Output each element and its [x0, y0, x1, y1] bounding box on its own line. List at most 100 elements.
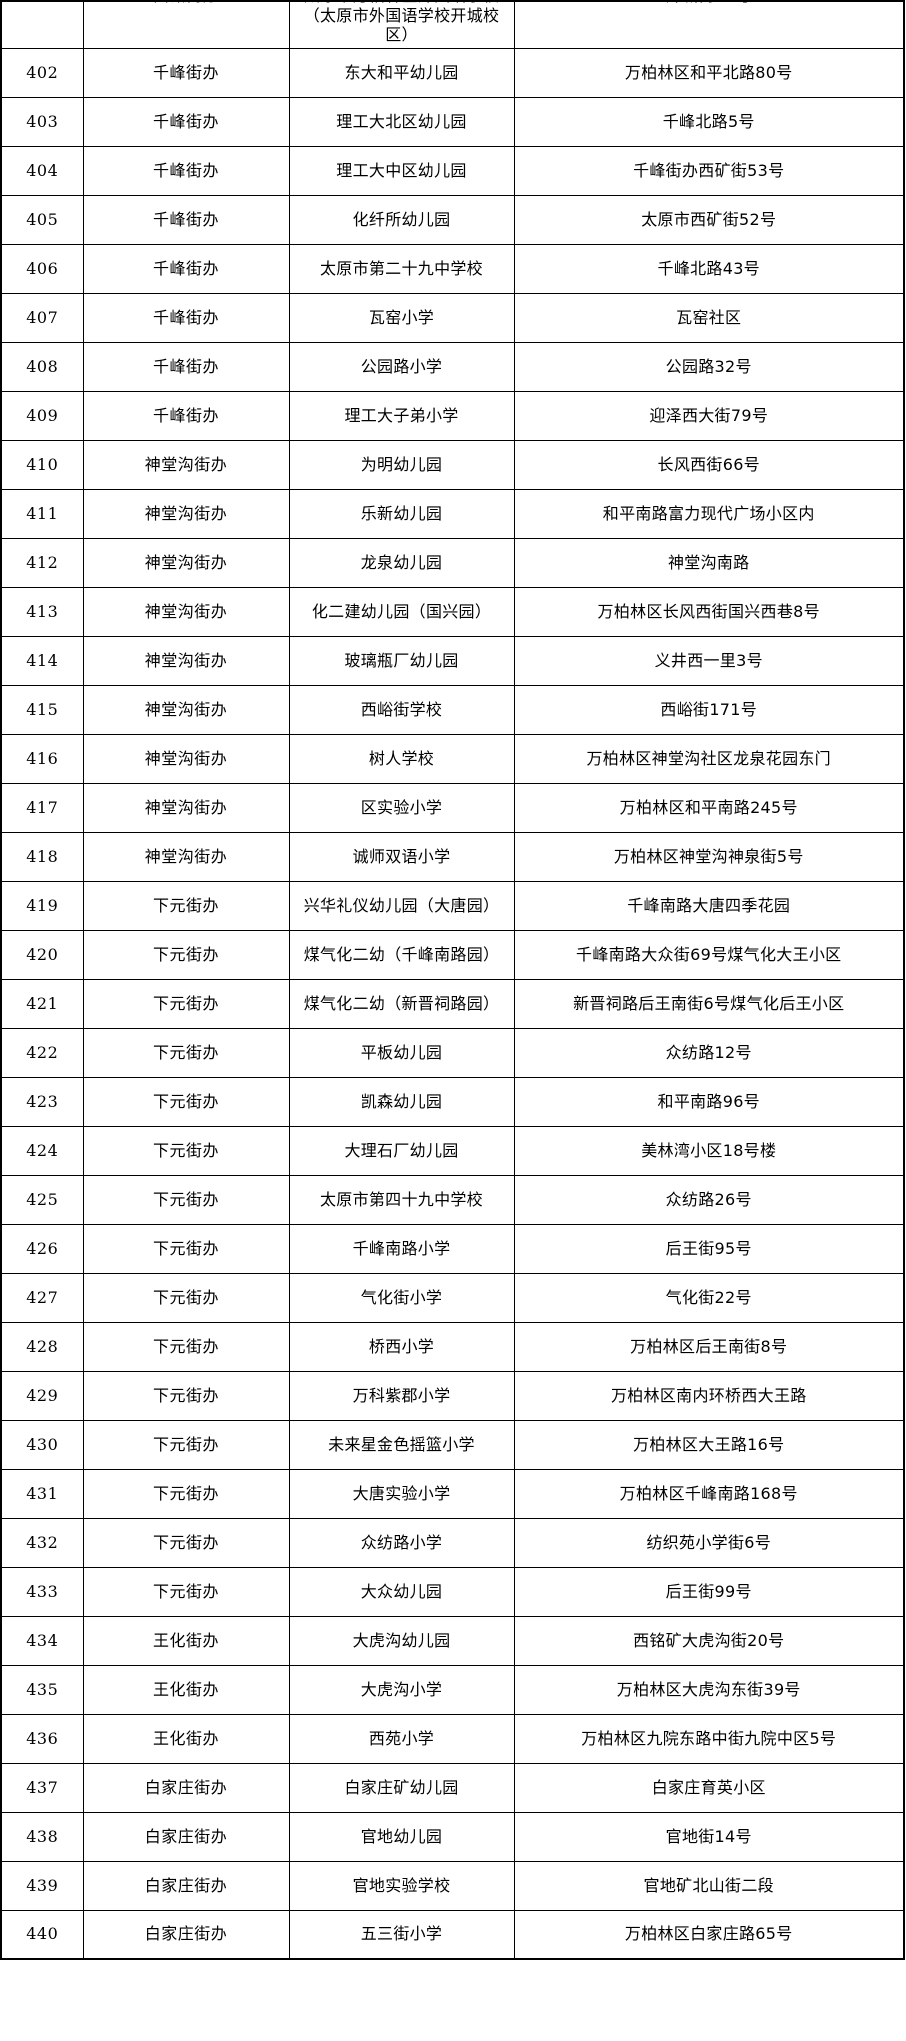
cell-index: 410 [0, 439, 84, 490]
cell-school: 化二建幼儿园（国兴园） [288, 586, 515, 637]
cell-index: 426 [0, 1223, 84, 1274]
table-row: 440 白家庄街办 五三街小学 万柏林区白家庄路65号 [0, 1909, 905, 1960]
cell-street: 下元街办 [82, 1468, 290, 1519]
cell-school: 龙泉幼儿园 [288, 537, 515, 588]
cell-school: 五三街小学 [288, 1909, 515, 1960]
cell-index: 419 [0, 880, 84, 931]
cell-address: 万柏林区南内环桥西大王路 [513, 1370, 905, 1421]
cell-street: 神堂沟街办 [82, 488, 290, 539]
cell-school: 瓦窑小学 [288, 292, 515, 343]
cell-school: 理工大中区幼儿园 [288, 145, 515, 196]
cell-index: 417 [0, 782, 84, 833]
cell-index: 418 [0, 831, 84, 882]
table-row: 406 千峰街办 太原市第二十九中学校 千峰北路43号 [0, 243, 905, 294]
table-row: 427 下元街办 气化街小学 气化街22号 [0, 1272, 905, 1323]
table-row: 417 神堂沟街办 区实验小学 万柏林区和平南路245号 [0, 782, 905, 833]
table-row: 409 千峰街办 理工大子弟小学 迎泽西大街79号 [0, 390, 905, 441]
cell-school: 凯森幼儿园 [288, 1076, 515, 1127]
table-row: 401 西铭街办 太原市万柏林区外国语学校（太原市外国语学校开城校区） 开城街13号 [0, 0, 905, 49]
cell-address: 万柏林区九院东路中街九院中区5号 [513, 1713, 905, 1764]
cell-street: 下元街办 [82, 1566, 290, 1617]
cell-street: 神堂沟街办 [82, 782, 290, 833]
cell-address: 万柏林区千峰南路168号 [513, 1468, 905, 1519]
cell-index: 427 [0, 1272, 84, 1323]
cell-school: 诚师双语小学 [288, 831, 515, 882]
table-row: 433 下元街办 大众幼儿园 后王街99号 [0, 1566, 905, 1617]
cell-index: 415 [0, 684, 84, 735]
table-row: 435 王化街办 大虎沟小学 万柏林区大虎沟东街39号 [0, 1664, 905, 1715]
cell-street: 下元街办 [82, 978, 290, 1029]
table-row: 430 下元街办 未来星金色摇篮小学 万柏林区大王路16号 [0, 1419, 905, 1470]
cell-street: 下元街办 [82, 1223, 290, 1274]
cell-street: 下元街办 [82, 880, 290, 931]
cell-index: 413 [0, 586, 84, 637]
cell-address: 神堂沟南路 [513, 537, 905, 588]
table-row: 436 王化街办 西苑小学 万柏林区九院东路中街九院中区5号 [0, 1713, 905, 1764]
cell-school: 化纤所幼儿园 [288, 194, 515, 245]
cell-school: 大虎沟小学 [288, 1664, 515, 1715]
table-row: 426 下元街办 千峰南路小学 后王街95号 [0, 1223, 905, 1274]
cell-school: 理工大子弟小学 [288, 390, 515, 441]
cell-address: 新晋祠路后王南街6号煤气化后王小区 [513, 978, 905, 1029]
cell-address: 千峰北路43号 [513, 243, 905, 294]
cell-school: 太原市万柏林区外国语学校（太原市外国语学校开城校区） [288, 0, 515, 49]
table-row: 431 下元街办 大唐实验小学 万柏林区千峰南路168号 [0, 1468, 905, 1519]
cell-address: 官地矿北山街二段 [513, 1860, 905, 1911]
cell-index: 434 [0, 1615, 84, 1666]
cell-address: 和平南路96号 [513, 1076, 905, 1127]
cell-school: 平板幼儿园 [288, 1027, 515, 1078]
table-row: 424 下元街办 大理石厂幼儿园 美林湾小区18号楼 [0, 1125, 905, 1176]
cell-address: 义井西一里3号 [513, 635, 905, 686]
table-row: 403 千峰街办 理工大北区幼儿园 千峰北路5号 [0, 96, 905, 147]
cell-school: 东大和平幼儿园 [288, 47, 515, 98]
cell-school: 白家庄矿幼儿园 [288, 1762, 515, 1813]
cell-index: 428 [0, 1321, 84, 1372]
cell-index: 423 [0, 1076, 84, 1127]
cell-street: 白家庄街办 [82, 1860, 290, 1911]
table-row: 434 王化街办 大虎沟幼儿园 西铭矿大虎沟街20号 [0, 1615, 905, 1666]
cell-index: 422 [0, 1027, 84, 1078]
cell-school: 公园路小学 [288, 341, 515, 392]
cell-street: 神堂沟街办 [82, 831, 290, 882]
cell-index: 436 [0, 1713, 84, 1764]
table-row: 423 下元街办 凯森幼儿园 和平南路96号 [0, 1076, 905, 1127]
cell-street: 白家庄街办 [82, 1811, 290, 1862]
cell-index: 408 [0, 341, 84, 392]
cell-index: 412 [0, 537, 84, 588]
cell-address: 开城街13号 [513, 0, 905, 49]
cell-index: 424 [0, 1125, 84, 1176]
cell-index: 439 [0, 1860, 84, 1911]
cell-index: 404 [0, 145, 84, 196]
table-row: 418 神堂沟街办 诚师双语小学 万柏林区神堂沟神泉街5号 [0, 831, 905, 882]
cell-street: 下元街办 [82, 1321, 290, 1372]
cell-street: 下元街办 [82, 1517, 290, 1568]
cell-address: 万柏林区和平南路245号 [513, 782, 905, 833]
cell-index: 430 [0, 1419, 84, 1470]
cell-index: 429 [0, 1370, 84, 1421]
cell-street: 下元街办 [82, 1076, 290, 1127]
cell-address: 美林湾小区18号楼 [513, 1125, 905, 1176]
cell-index: 407 [0, 292, 84, 343]
cell-street: 白家庄街办 [82, 1762, 290, 1813]
cell-school: 煤气化二幼（千峰南路园） [288, 929, 515, 980]
cell-index: 402 [0, 47, 84, 98]
cell-school: 乐新幼儿园 [288, 488, 515, 539]
cell-index: 425 [0, 1174, 84, 1225]
cell-index: 420 [0, 929, 84, 980]
cell-address: 千峰街办西矿街53号 [513, 145, 905, 196]
cell-address: 瓦窑社区 [513, 292, 905, 343]
cell-school: 大虎沟幼儿园 [288, 1615, 515, 1666]
cell-address: 万柏林区长风西街国兴西巷8号 [513, 586, 905, 637]
cell-street: 神堂沟街办 [82, 684, 290, 735]
cell-address: 迎泽西大街79号 [513, 390, 905, 441]
cell-index-text: 401 [5, 2, 80, 6]
table-row: 421 下元街办 煤气化二幼（新晋祠路园） 新晋祠路后王南街6号煤气化后王小区 [0, 978, 905, 1029]
cell-street: 下元街办 [82, 1419, 290, 1470]
cell-address: 公园路32号 [513, 341, 905, 392]
table-row: 412 神堂沟街办 龙泉幼儿园 神堂沟南路 [0, 537, 905, 588]
cell-street: 千峰街办 [82, 390, 290, 441]
cell-street: 千峰街办 [82, 292, 290, 343]
cell-address: 千峰南路大唐四季花园 [513, 880, 905, 931]
cell-school: 太原市第二十九中学校 [288, 243, 515, 294]
